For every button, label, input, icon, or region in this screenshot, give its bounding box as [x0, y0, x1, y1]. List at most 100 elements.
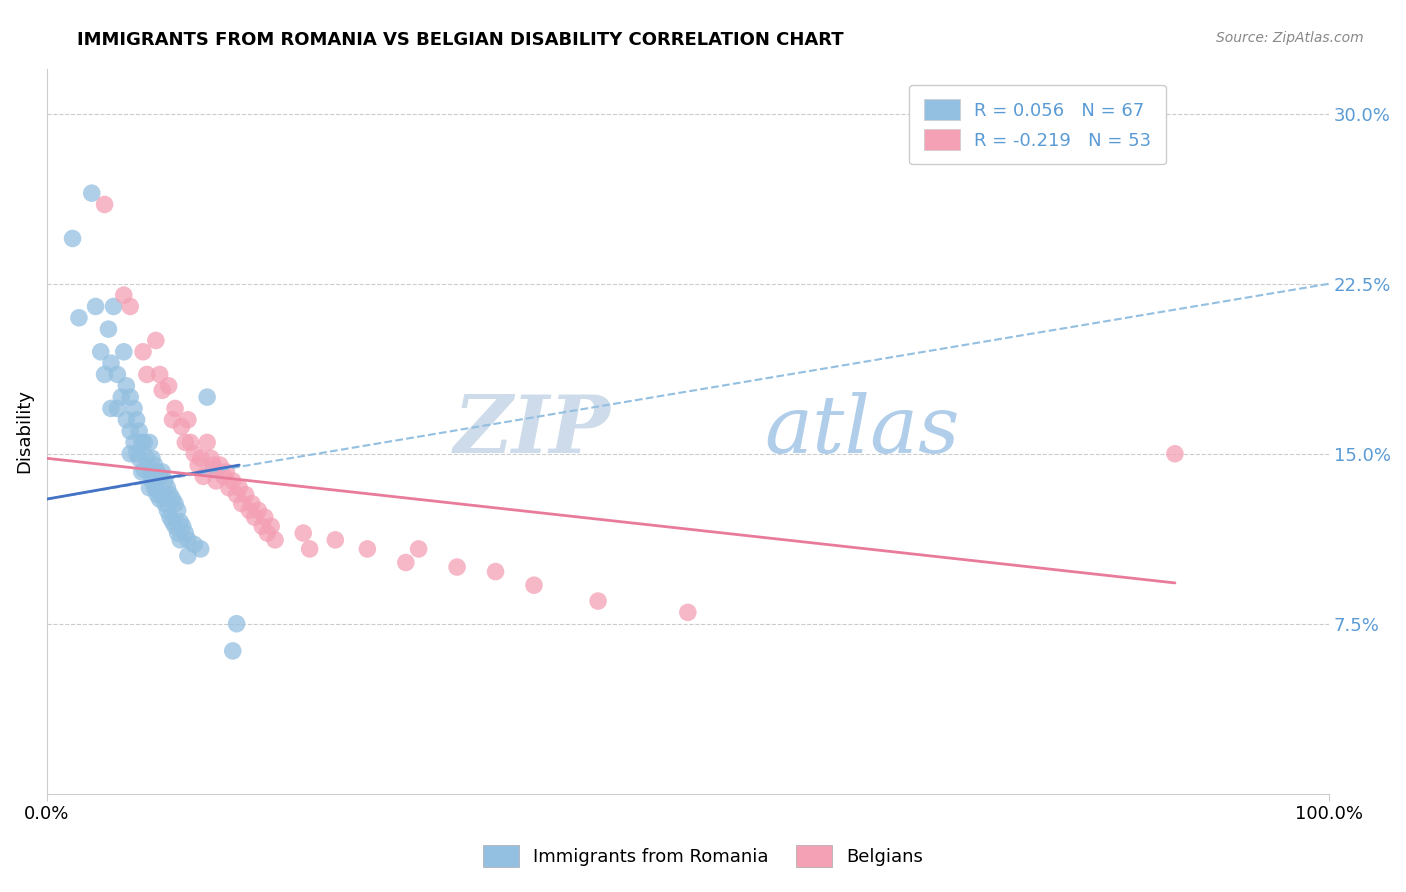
Point	[170, 419, 193, 434]
Point	[190, 541, 212, 556]
Point	[231, 497, 253, 511]
Point	[134, 435, 156, 450]
Point	[100, 356, 122, 370]
Point	[323, 533, 346, 547]
Point	[141, 474, 163, 488]
Point	[146, 465, 169, 479]
Point	[141, 451, 163, 466]
Point	[484, 565, 506, 579]
Text: ZIP: ZIP	[454, 392, 612, 470]
Point	[165, 401, 187, 416]
Point	[131, 435, 153, 450]
Point	[131, 465, 153, 479]
Point	[125, 413, 148, 427]
Point	[150, 465, 173, 479]
Point	[159, 510, 181, 524]
Point	[150, 384, 173, 398]
Point	[157, 378, 180, 392]
Point	[166, 526, 188, 541]
Point	[523, 578, 546, 592]
Point	[162, 492, 184, 507]
Point	[253, 510, 276, 524]
Point	[62, 231, 84, 245]
Point	[162, 413, 184, 427]
Point	[218, 481, 240, 495]
Point	[222, 474, 245, 488]
Point	[183, 537, 205, 551]
Point	[100, 401, 122, 416]
Point	[174, 526, 197, 541]
Point	[84, 300, 107, 314]
Point	[149, 492, 172, 507]
Point	[135, 451, 157, 466]
Point	[356, 541, 378, 556]
Point	[125, 447, 148, 461]
Point	[112, 288, 135, 302]
Point	[115, 378, 138, 392]
Point	[177, 533, 200, 547]
Point	[128, 424, 150, 438]
Point	[120, 447, 142, 461]
Point	[153, 474, 176, 488]
Point	[162, 515, 184, 529]
Point	[134, 462, 156, 476]
Point	[166, 503, 188, 517]
Point	[215, 465, 238, 479]
Point	[120, 424, 142, 438]
Point	[112, 344, 135, 359]
Text: atlas: atlas	[765, 392, 960, 470]
Point	[200, 451, 222, 466]
Point	[172, 519, 194, 533]
Point	[256, 526, 278, 541]
Point	[143, 481, 166, 495]
Point	[183, 447, 205, 461]
Point	[143, 458, 166, 472]
Point	[187, 458, 209, 472]
Point	[169, 533, 191, 547]
Point	[190, 451, 212, 466]
Point	[115, 413, 138, 427]
Point	[122, 401, 145, 416]
Point	[235, 487, 257, 501]
Point	[247, 503, 270, 517]
Point	[212, 469, 235, 483]
Point	[205, 474, 228, 488]
Point	[135, 368, 157, 382]
Point	[120, 390, 142, 404]
Point	[150, 487, 173, 501]
Point	[110, 390, 132, 404]
Point	[202, 458, 225, 472]
Text: Source: ZipAtlas.com: Source: ZipAtlas.com	[1216, 31, 1364, 45]
Point	[586, 594, 609, 608]
Point	[149, 368, 172, 382]
Point	[243, 510, 266, 524]
Point	[132, 344, 155, 359]
Point	[145, 334, 167, 348]
Point	[90, 344, 112, 359]
Point	[238, 503, 260, 517]
Point	[179, 435, 201, 450]
Point	[153, 497, 176, 511]
Legend: R = 0.056   N = 67, R = -0.219   N = 53: R = 0.056 N = 67, R = -0.219 N = 53	[910, 85, 1166, 164]
Point	[67, 310, 90, 325]
Point	[93, 197, 115, 211]
Point	[240, 497, 263, 511]
Point	[97, 322, 120, 336]
Point	[298, 541, 321, 556]
Point	[177, 413, 200, 427]
Point	[169, 515, 191, 529]
Point	[103, 300, 125, 314]
Point	[395, 556, 418, 570]
Point	[156, 503, 179, 517]
Point	[165, 497, 187, 511]
Point	[105, 401, 128, 416]
Point	[80, 186, 103, 201]
Text: IMMIGRANTS FROM ROMANIA VS BELGIAN DISABILITY CORRELATION CHART: IMMIGRANTS FROM ROMANIA VS BELGIAN DISAB…	[77, 31, 844, 49]
Point	[105, 368, 128, 382]
Point	[264, 533, 287, 547]
Point	[202, 462, 225, 476]
Point	[225, 616, 247, 631]
Point	[138, 481, 160, 495]
Point	[156, 481, 179, 495]
Point	[222, 644, 245, 658]
